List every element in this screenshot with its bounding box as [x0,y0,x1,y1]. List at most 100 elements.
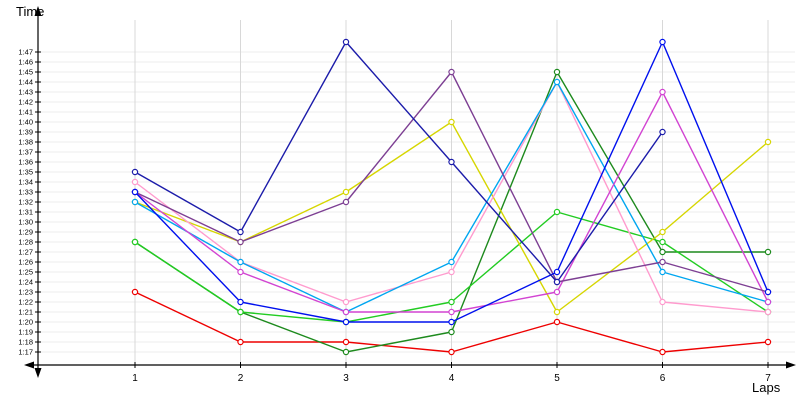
series-dark-green-marker [448,328,455,336]
series-magenta-marker [237,268,244,276]
series-yellow-marker [764,138,772,146]
y-tick-label: 1:18 [18,338,33,347]
series-cyan-marker [659,268,666,276]
series-purple-marker [237,238,244,246]
y-tick-label: 1:29 [18,228,33,237]
series-pink-marker [448,268,455,276]
series-green-marker [131,238,139,246]
y-tick-label: 1:43 [18,88,33,97]
series-dark-green-marker [553,68,561,76]
series-navy [131,38,666,286]
y-tick-label: 1:39 [18,128,33,137]
series-pink-marker [342,298,350,306]
series-blue-marker [659,38,666,46]
series-magenta-marker [764,298,772,306]
series-red [131,288,772,356]
y-tick-label: 1:19 [18,328,33,337]
series-red-marker [448,348,455,356]
series-cyan-marker [553,78,561,86]
series-red-marker [659,348,666,356]
series-red-marker [553,318,561,326]
series-navy-marker [448,158,455,166]
series-magenta-marker [342,308,350,316]
y-tick-label: 1:41 [18,108,33,117]
y-tick-label: 1:24 [18,278,33,287]
y-tick-label: 1:42 [18,98,33,107]
series-cyan-marker [131,198,139,206]
series-cyan-marker [237,258,244,266]
y-tick-label: 1:28 [18,238,33,247]
y-tick-label: 1:34 [18,178,33,187]
y-tick-label: 1:37 [18,148,33,157]
y-axis-down-arrow [34,368,42,378]
series-navy-marker [237,228,244,236]
series-yellow-marker [342,188,350,196]
y-axis-title: Time [16,4,44,19]
y-tick-label: 1:32 [18,198,33,207]
series-blue-marker [237,298,244,306]
series-magenta-marker [448,308,455,316]
series-pink-marker [764,308,772,316]
y-tick-label: 1:26 [18,258,33,267]
series-red-marker [342,338,350,346]
y-tick-label: 1:33 [18,188,33,197]
series-red-marker [764,338,772,346]
series-magenta-marker [659,88,666,96]
series-purple-marker [659,258,666,266]
series-navy-line [134,41,664,283]
y-tick-label: 1:22 [18,298,33,307]
y-axis-up-arrow [34,6,42,16]
series-purple-marker [342,198,350,206]
series-purple-marker [448,68,455,76]
y-tick-label: 1:31 [18,208,33,217]
x-tick-label: 4 [449,373,455,384]
series-yellow-marker [659,228,666,236]
series-dark-green-marker [659,248,666,256]
y-tick-label: 1:21 [18,308,33,317]
series-blue-marker [764,288,772,296]
series-magenta-marker [553,288,561,296]
series-red-marker [237,338,244,346]
y-tick-label: 1:44 [18,78,33,87]
series-pink-marker [659,298,666,306]
x-tick-label: 3 [343,373,349,384]
y-tick-label: 1:38 [18,138,33,147]
series-navy-marker [342,38,350,46]
y-tick-label: 1:35 [18,168,33,177]
y-tick-label: 1:40 [18,118,33,127]
series-pink-marker [131,178,139,186]
series-navy-marker [659,128,666,136]
y-tick-label: 1:36 [18,158,33,167]
x-tick-label: 6 [660,373,666,384]
x-tick-label: 1 [132,373,138,384]
x-axis-ticks: 1 2 3 4 5 6 7 [132,362,771,384]
gridlines [38,20,795,365]
series-yellow-marker [553,308,561,316]
series-dark-green-marker [764,248,772,256]
y-tick-label: 1:20 [18,318,33,327]
x-axis-title: Laps [752,380,781,395]
series-blue-marker [448,318,455,326]
series-green-marker [237,308,244,316]
y-tick-label: 1:46 [18,58,33,67]
y-tick-label: 1:30 [18,218,33,227]
y-tick-label: 1:27 [18,248,33,257]
series-green-marker [553,208,561,216]
series-blue-marker [131,188,139,196]
data-series [131,38,772,356]
series-cyan-marker [448,258,455,266]
x-axis-right-arrow [786,361,796,369]
series-blue-marker [342,318,350,326]
series-dark-green-marker [342,348,350,356]
series-red-marker [131,288,139,296]
x-tick-label: 2 [238,373,244,384]
y-axis-ticks: 1:471:461:451:441:431:421:411:401:391:38… [18,48,41,357]
series-navy-marker [131,168,139,176]
series-green-marker [448,298,455,306]
y-tick-label: 1:45 [18,68,33,77]
series-magenta [131,88,772,316]
series-navy-marker [553,278,561,286]
series-blue-marker [553,268,561,276]
